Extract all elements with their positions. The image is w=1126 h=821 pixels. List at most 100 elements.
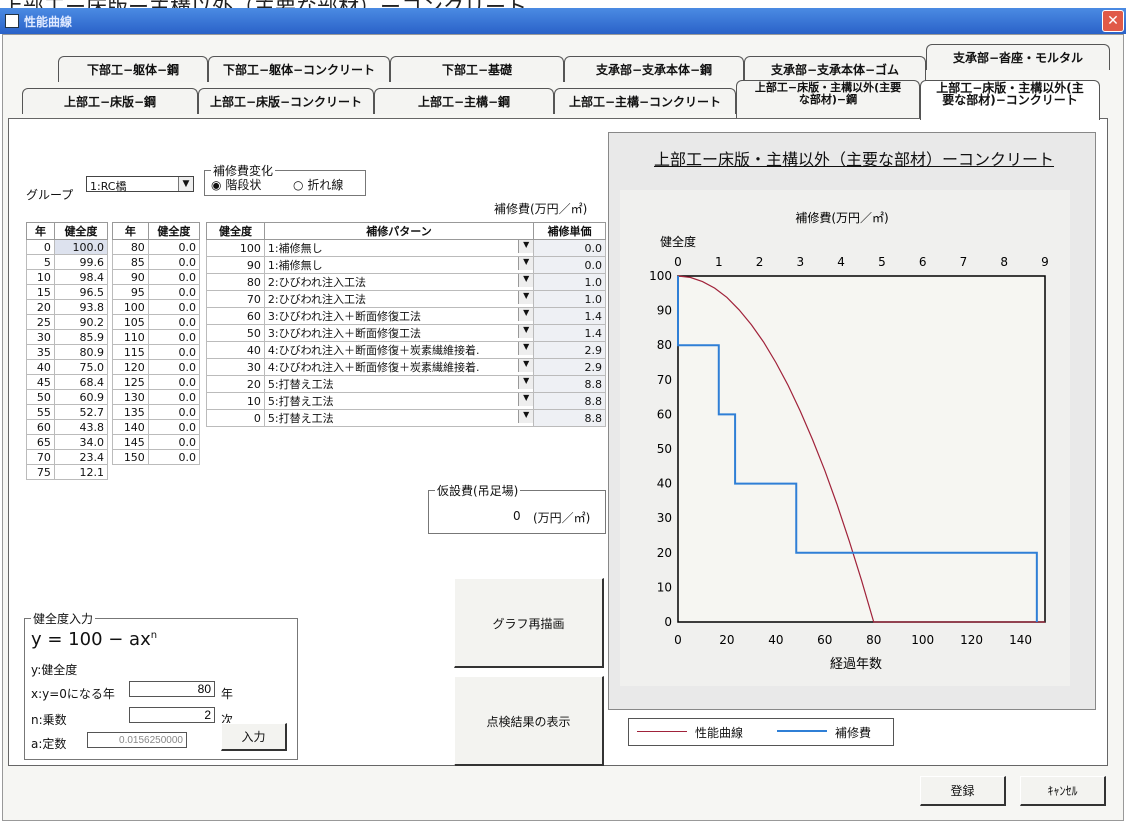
year-cell[interactable]: 60	[26, 419, 55, 435]
redraw-graph-button[interactable]: グラフ再描画	[454, 578, 604, 668]
unit-cost-cell: 0.0	[533, 239, 606, 257]
repair-pattern-select[interactable]: 5:打替え工法 ▼	[263, 375, 535, 393]
health-cell[interactable]: 93.8	[53, 299, 109, 315]
health-cell[interactable]: 23.4	[53, 449, 109, 465]
year-cell[interactable]: 100	[112, 299, 149, 315]
health-cell[interactable]: 100.0	[53, 239, 109, 255]
health-cell[interactable]: 96.5	[53, 284, 109, 300]
repair-pattern-select[interactable]: 5:打替え工法 ▼	[263, 392, 535, 410]
health-cell[interactable]: 0.0	[147, 329, 201, 345]
year-cell[interactable]: 0	[26, 239, 55, 255]
close-button[interactable]: ✕	[1102, 10, 1124, 32]
tab-superstructure-deck-steel[interactable]: 上部工−床版−鋼	[22, 88, 198, 114]
x-value-input[interactable]	[129, 681, 215, 697]
health-cell[interactable]: 0.0	[147, 284, 201, 300]
repair-pattern-select[interactable]: 1:補修無し ▼	[263, 256, 535, 274]
tab-superstructure-other-concrete[interactable]: 上部工−床版・主構以外(主 要な部材)−コンクリート	[920, 80, 1100, 120]
tab-superstructure-girder-concrete[interactable]: 上部工−主構−コンクリート	[554, 88, 736, 114]
repair-pattern-select[interactable]: 4:ひびわれ注入＋断面修復＋炭素繊維接着. ▼	[263, 341, 535, 359]
group-select[interactable]: 1:RC橋 ▼	[86, 176, 194, 193]
repair-pattern-select[interactable]: 2:ひびわれ注入工法 ▼	[263, 273, 535, 291]
health-cell[interactable]: 68.4	[53, 374, 109, 390]
year-cell[interactable]: 70	[26, 449, 55, 465]
tab-bearing-body-steel[interactable]: 支承部−支承本体−鋼	[564, 56, 744, 82]
year-cell[interactable]: 40	[26, 359, 55, 375]
repair-pattern-select[interactable]: 4:ひびわれ注入＋断面修復＋炭素繊維接着. ▼	[263, 358, 535, 376]
year-cell[interactable]: 65	[26, 434, 55, 450]
year-cell[interactable]: 95	[112, 284, 149, 300]
year-cell[interactable]: 35	[26, 344, 55, 360]
health-cell[interactable]: 60.9	[53, 389, 109, 405]
register-button[interactable]: 登録	[920, 776, 1006, 806]
repair-pattern-select[interactable]: 1:補修無し ▼	[263, 239, 535, 257]
health-cell[interactable]: 0.0	[147, 434, 201, 450]
year-cell[interactable]: 140	[112, 419, 149, 435]
health-cell[interactable]: 75.0	[53, 359, 109, 375]
year-cell[interactable]: 20	[26, 299, 55, 315]
n-value-input[interactable]	[129, 707, 215, 723]
year-cell[interactable]: 150	[112, 449, 149, 465]
tab-bearing-body-rubber[interactable]: 支承部−支承本体−ゴム	[744, 56, 926, 82]
health-cell[interactable]: 0.0	[147, 344, 201, 360]
year-cell[interactable]: 130	[112, 389, 149, 405]
tab-bearing-seat-mortar[interactable]: 支承部−沓座・モルタル	[926, 44, 1110, 70]
year-cell[interactable]: 120	[112, 359, 149, 375]
year-cell[interactable]: 145	[112, 434, 149, 450]
radio-polyline[interactable]: ○ 折れ線	[293, 176, 343, 193]
health-cell[interactable]: 99.6	[53, 254, 109, 270]
year-cell[interactable]: 105	[112, 314, 149, 330]
year-cell[interactable]: 125	[112, 374, 149, 390]
year-cell[interactable]: 10	[26, 269, 55, 285]
cancel-button[interactable]: ｷｬﾝｾﾙ	[1020, 776, 1106, 806]
tab-superstructure-other-steel[interactable]: 上部工−床版・主構以外(主要 な部材)−鋼	[736, 80, 920, 118]
health-cell[interactable]: 90.2	[53, 314, 109, 330]
health-cell[interactable]: 0.0	[147, 419, 201, 435]
year-cell[interactable]: 45	[26, 374, 55, 390]
tab-superstructure-deck-concrete[interactable]: 上部工−床版−コンクリート	[198, 88, 374, 114]
year-cell[interactable]: 15	[26, 284, 55, 300]
year-cell[interactable]: 30	[26, 329, 55, 345]
repair-pattern-select[interactable]: 3:ひびわれ注入＋断面修復工法 ▼	[263, 324, 535, 342]
tab-substructure-body-concrete[interactable]: 下部工−躯体−コンクリート	[208, 56, 390, 82]
tab-substructure-body-steel[interactable]: 下部工−躯体−鋼	[58, 56, 208, 82]
health-cell[interactable]: 0.0	[147, 389, 201, 405]
enter-button[interactable]: 入力	[221, 723, 287, 751]
year-cell[interactable]: 55	[26, 404, 55, 420]
radio-stepped[interactable]: ◉ 階段状	[211, 176, 261, 193]
repair-pattern-select[interactable]: 5:打替え工法 ▼	[263, 409, 535, 427]
table-row: 60 3:ひびわれ注入＋断面修復工法 ▼ 1.4	[206, 307, 606, 325]
health-cell[interactable]: 0.0	[147, 314, 201, 330]
health-cell[interactable]: 0.0	[147, 449, 201, 465]
health-cell[interactable]: 43.8	[53, 419, 109, 435]
chart-axes	[677, 275, 1046, 623]
repair-pattern-select[interactable]: 2:ひびわれ注入工法 ▼	[263, 290, 535, 308]
year-cell[interactable]: 25	[26, 314, 55, 330]
health-cell[interactable]: 80.9	[53, 344, 109, 360]
year-cell[interactable]: 75	[26, 464, 55, 480]
year-cell[interactable]: 115	[112, 344, 149, 360]
tab-superstructure-girder-steel[interactable]: 上部工−主構−鋼	[374, 88, 554, 114]
year-cell[interactable]: 90	[112, 269, 149, 285]
year-cell[interactable]: 5	[26, 254, 55, 270]
health-cell[interactable]: 0.0	[147, 404, 201, 420]
show-inspection-button[interactable]: 点検結果の表示	[454, 676, 604, 766]
year-cell[interactable]: 135	[112, 404, 149, 420]
repair-unit-header: 補修費(万円／㎡)	[494, 202, 588, 216]
health-cell[interactable]: 0.0	[147, 239, 201, 255]
health-cell[interactable]: 85.9	[53, 329, 109, 345]
health-cell[interactable]: 0.0	[147, 254, 201, 270]
year-cell[interactable]: 110	[112, 329, 149, 345]
health-cell[interactable]: 0.0	[147, 374, 201, 390]
health-cell[interactable]: 12.1	[53, 464, 109, 480]
year-cell[interactable]: 85	[112, 254, 149, 270]
health-cell[interactable]: 52.7	[53, 404, 109, 420]
year-cell[interactable]: 80	[112, 239, 149, 255]
health-cell[interactable]: 98.4	[53, 269, 109, 285]
health-cell[interactable]: 0.0	[147, 269, 201, 285]
repair-pattern-select[interactable]: 3:ひびわれ注入＋断面修復工法 ▼	[263, 307, 535, 325]
year-cell[interactable]: 50	[26, 389, 55, 405]
health-cell[interactable]: 0.0	[147, 359, 201, 375]
health-cell[interactable]: 34.0	[53, 434, 109, 450]
tab-substructure-foundation[interactable]: 下部工−基礎	[390, 56, 564, 82]
health-cell[interactable]: 0.0	[147, 299, 201, 315]
